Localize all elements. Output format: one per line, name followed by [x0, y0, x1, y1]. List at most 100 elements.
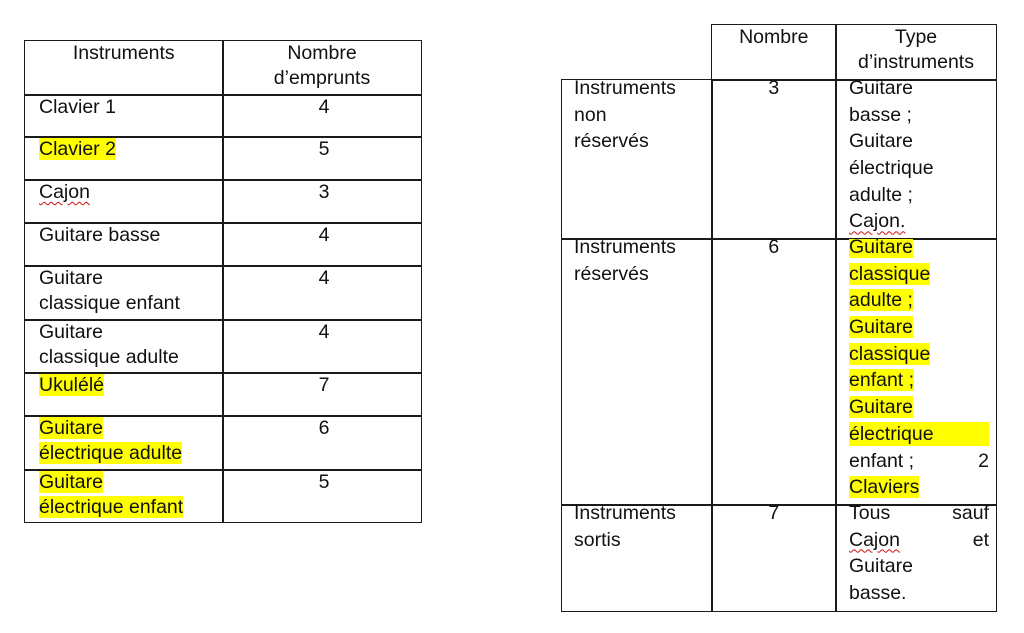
text: Guitare	[39, 417, 103, 439]
text: électrique adulte	[39, 441, 183, 464]
text-line: classique enfant	[39, 291, 223, 316]
header-instruments: Instruments	[24, 40, 224, 96]
instrument-cell: Clavier 1	[24, 94, 224, 138]
header-nombre-emprunts: Nombre d’emprunts	[222, 40, 422, 96]
category-label: Instruments sortis	[574, 504, 712, 555]
text: Guitare	[849, 555, 913, 578]
text-line: Clavier 1	[39, 95, 223, 120]
text-line: 5	[227, 137, 421, 162]
text-line: Cajon	[39, 180, 223, 205]
count-value: 3	[712, 79, 836, 103]
text-line: Guitare	[39, 416, 223, 441]
text: classique enfant	[39, 291, 180, 314]
text-line: électrique adulte	[39, 441, 223, 466]
text-line: Nombre	[223, 41, 421, 66]
text: 7	[318, 374, 330, 396]
text: réservés	[574, 262, 649, 285]
count-cell: 5	[222, 136, 422, 181]
text-line: Instruments	[29, 41, 219, 66]
text-line: Guitare basse	[39, 223, 223, 248]
text: Guitare	[39, 471, 103, 493]
text: et	[972, 528, 989, 551]
text-line: Guitare	[849, 315, 989, 342]
types-cell: Tous sauf Cajon et Guitare basse.	[835, 504, 997, 612]
types-list: Guitare basse ; Guitare électrique adulte ; C…	[849, 80, 989, 236]
text: Instruments	[574, 504, 676, 524]
text: classique adulte	[39, 345, 179, 368]
text-line: 7	[712, 504, 836, 528]
types-cell: Guitare basse ; Guitare électrique adulte ; C…	[835, 79, 997, 240]
text: Guitare	[39, 267, 103, 289]
text-line: Instruments	[574, 239, 712, 262]
text-line: enfant ; 2	[849, 449, 989, 476]
text: Type	[894, 26, 938, 48]
instrument-cell: Guitare basse	[24, 222, 224, 267]
text: Guitare	[849, 238, 913, 258]
text: sauf	[952, 504, 989, 524]
instrument-cell: Cajon	[24, 179, 224, 224]
text-line: Cajon.	[849, 209, 989, 236]
count-value: 7	[712, 504, 836, 528]
text-line: Clavier 2	[39, 137, 223, 162]
instrument-cell: Clavier 2	[24, 136, 224, 181]
text: basse ;	[849, 103, 912, 126]
count-cell: 3	[222, 179, 422, 224]
count-cell: 3	[711, 79, 837, 240]
text: adulte ;	[849, 289, 913, 312]
text: réservés	[574, 130, 649, 153]
text: 2	[978, 449, 989, 472]
header-nombre: Nombre	[711, 24, 837, 81]
text-line: Claviers	[849, 475, 989, 502]
text: Guitare	[849, 130, 913, 153]
text: 4	[318, 321, 330, 343]
instrument-cell: Guitare électrique enfant	[24, 469, 224, 523]
text-line: réservés	[574, 129, 712, 156]
text-line: Nombre	[712, 25, 836, 50]
text: Clavier 2	[39, 138, 116, 160]
text: enfant ;	[849, 369, 915, 392]
text: 6	[768, 238, 780, 258]
count-cell: 4	[222, 319, 422, 374]
header-type-instruments: Type d’instruments	[835, 24, 997, 81]
text: 5	[318, 471, 330, 493]
text-line: Guitare	[849, 129, 989, 156]
text: enfant ;	[849, 449, 915, 472]
text: 3	[318, 181, 330, 203]
text-line: Guitare	[39, 470, 223, 495]
text-line: Guitare	[849, 395, 989, 422]
text-line: 4	[227, 320, 421, 345]
text: Instruments	[574, 79, 676, 99]
text-line: Guitare	[849, 238, 989, 262]
category-cell: Instruments non réservés	[561, 79, 713, 240]
text: 5	[318, 138, 330, 160]
text: Guitare basse	[39, 224, 161, 246]
text-line: électrique enfant	[39, 495, 223, 520]
text: classique	[849, 342, 931, 365]
text: Claviers	[849, 476, 920, 499]
instrument-cell: Guitare classique adulte	[24, 319, 224, 374]
text-line: Tous sauf	[849, 504, 989, 528]
text: Cajon.	[849, 210, 906, 233]
instrument-cell: Ukulélé	[24, 372, 224, 417]
count-cell: 7	[711, 504, 837, 612]
text: 3	[768, 79, 780, 99]
text: d’instruments	[858, 50, 974, 73]
instrument-cell: Guitare électrique adulte	[24, 415, 224, 471]
text-line: Guitare	[39, 320, 223, 345]
text: Tous	[849, 504, 891, 524]
text-line: sortis	[574, 528, 712, 555]
text: Nombre	[739, 26, 809, 48]
text: classique	[849, 262, 931, 285]
text-line: classique adulte	[39, 345, 223, 370]
text-line: électrique	[849, 421, 989, 449]
text: 4	[318, 267, 330, 289]
text-line: basse.	[849, 581, 989, 608]
text-line: 3	[712, 79, 836, 103]
text: sortis	[574, 528, 621, 551]
text: 7	[768, 504, 780, 524]
text-line: adulte ;	[849, 288, 989, 315]
text: Guitare	[849, 396, 913, 419]
text: non	[574, 103, 607, 126]
text-line: 6	[712, 238, 836, 262]
text-line: basse ;	[849, 103, 989, 130]
